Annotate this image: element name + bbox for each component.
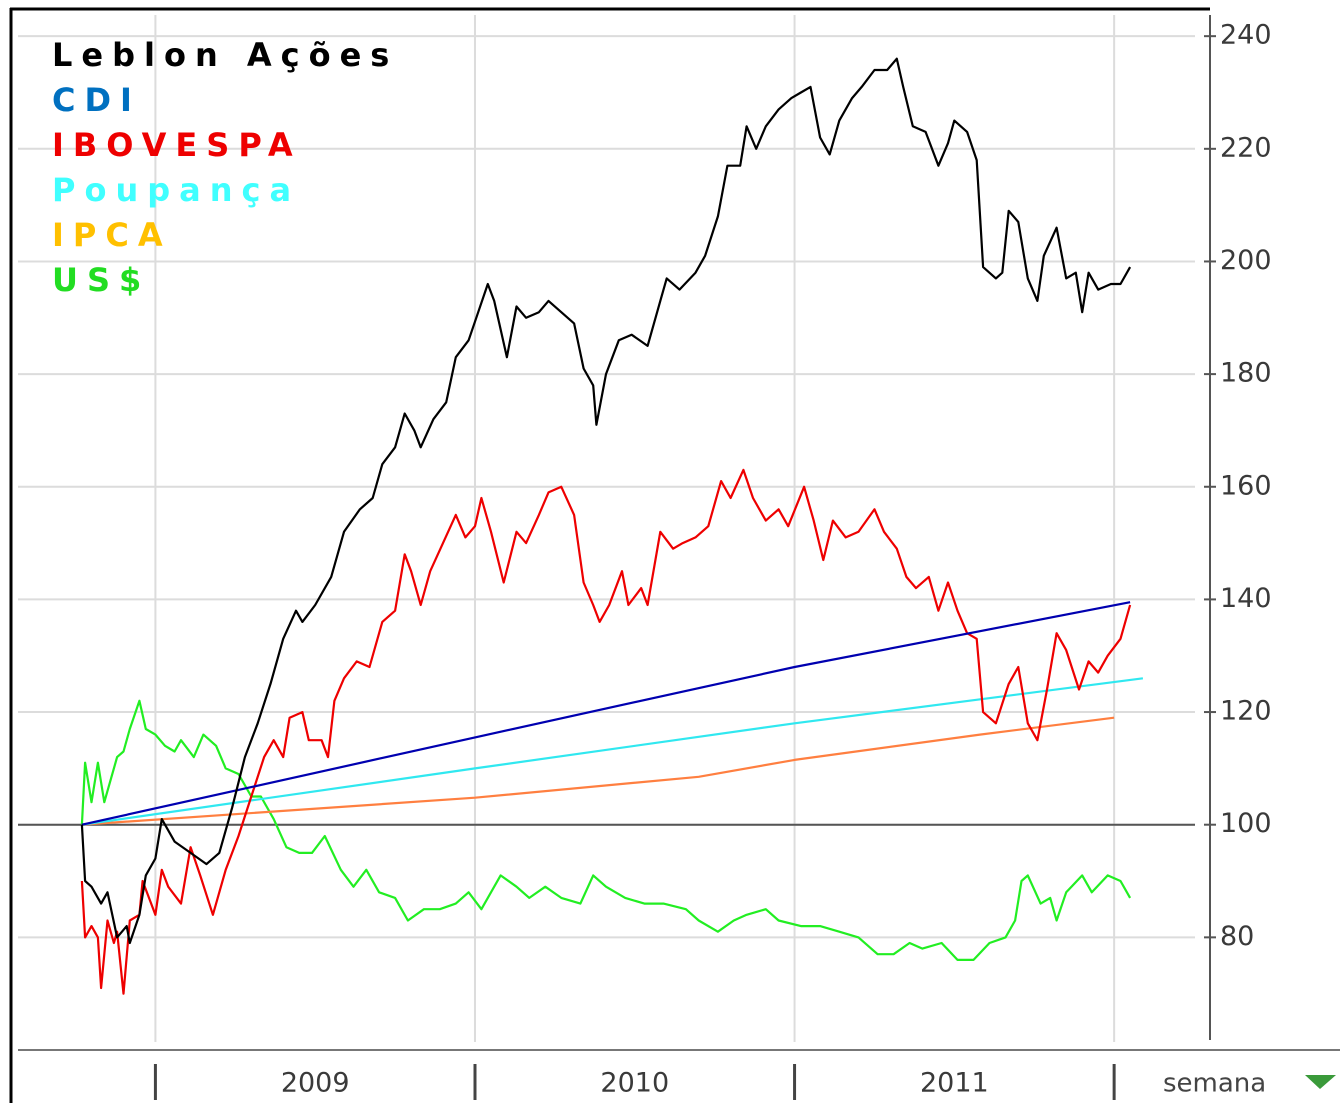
legend-entry: US$	[52, 261, 150, 299]
y-tick-label: 160	[1220, 470, 1272, 501]
series-line	[80, 468, 1132, 995]
interval-selector[interactable]: semana	[1163, 1069, 1336, 1099]
y-tick-label: 220	[1220, 132, 1272, 163]
legend-entry: IBOVESPA	[52, 126, 302, 164]
series-line	[81, 716, 1115, 826]
x-tick-label: 2011	[920, 1068, 989, 1099]
x-tick-label: 2009	[281, 1068, 350, 1099]
legend-entry: Leblon Ações	[52, 36, 398, 74]
series-line	[80, 57, 1132, 945]
y-tick-label: 180	[1220, 358, 1272, 389]
y-tick-label: 100	[1220, 808, 1272, 839]
series-line	[81, 601, 1131, 826]
dropdown-arrow[interactable]	[1305, 1075, 1336, 1089]
y-tick-label: 140	[1220, 583, 1272, 614]
legend-entry: Poupança	[52, 171, 300, 209]
legend-entry: CDI	[52, 81, 141, 119]
plot-lines	[80, 57, 1144, 995]
legend: Leblon Ações CDI IBOVESPA Poupança IPCA US$	[52, 36, 398, 299]
series-line	[81, 677, 1144, 826]
interval-label[interactable]: semana	[1163, 1069, 1266, 1099]
y-tick-label: 120	[1220, 696, 1272, 727]
x-tick-label: 2010	[600, 1068, 669, 1099]
y-tick-label: 80	[1220, 921, 1254, 952]
series-line	[80, 699, 1132, 961]
legend-entry: IPCA	[52, 216, 172, 254]
axes: 80 100 120 140 160 180 200 220 240 2009 2010 2011	[9, 7, 1340, 1103]
grid	[18, 15, 1195, 1042]
y-tick-label: 200	[1220, 245, 1272, 276]
y-tick-label: 240	[1220, 20, 1272, 51]
